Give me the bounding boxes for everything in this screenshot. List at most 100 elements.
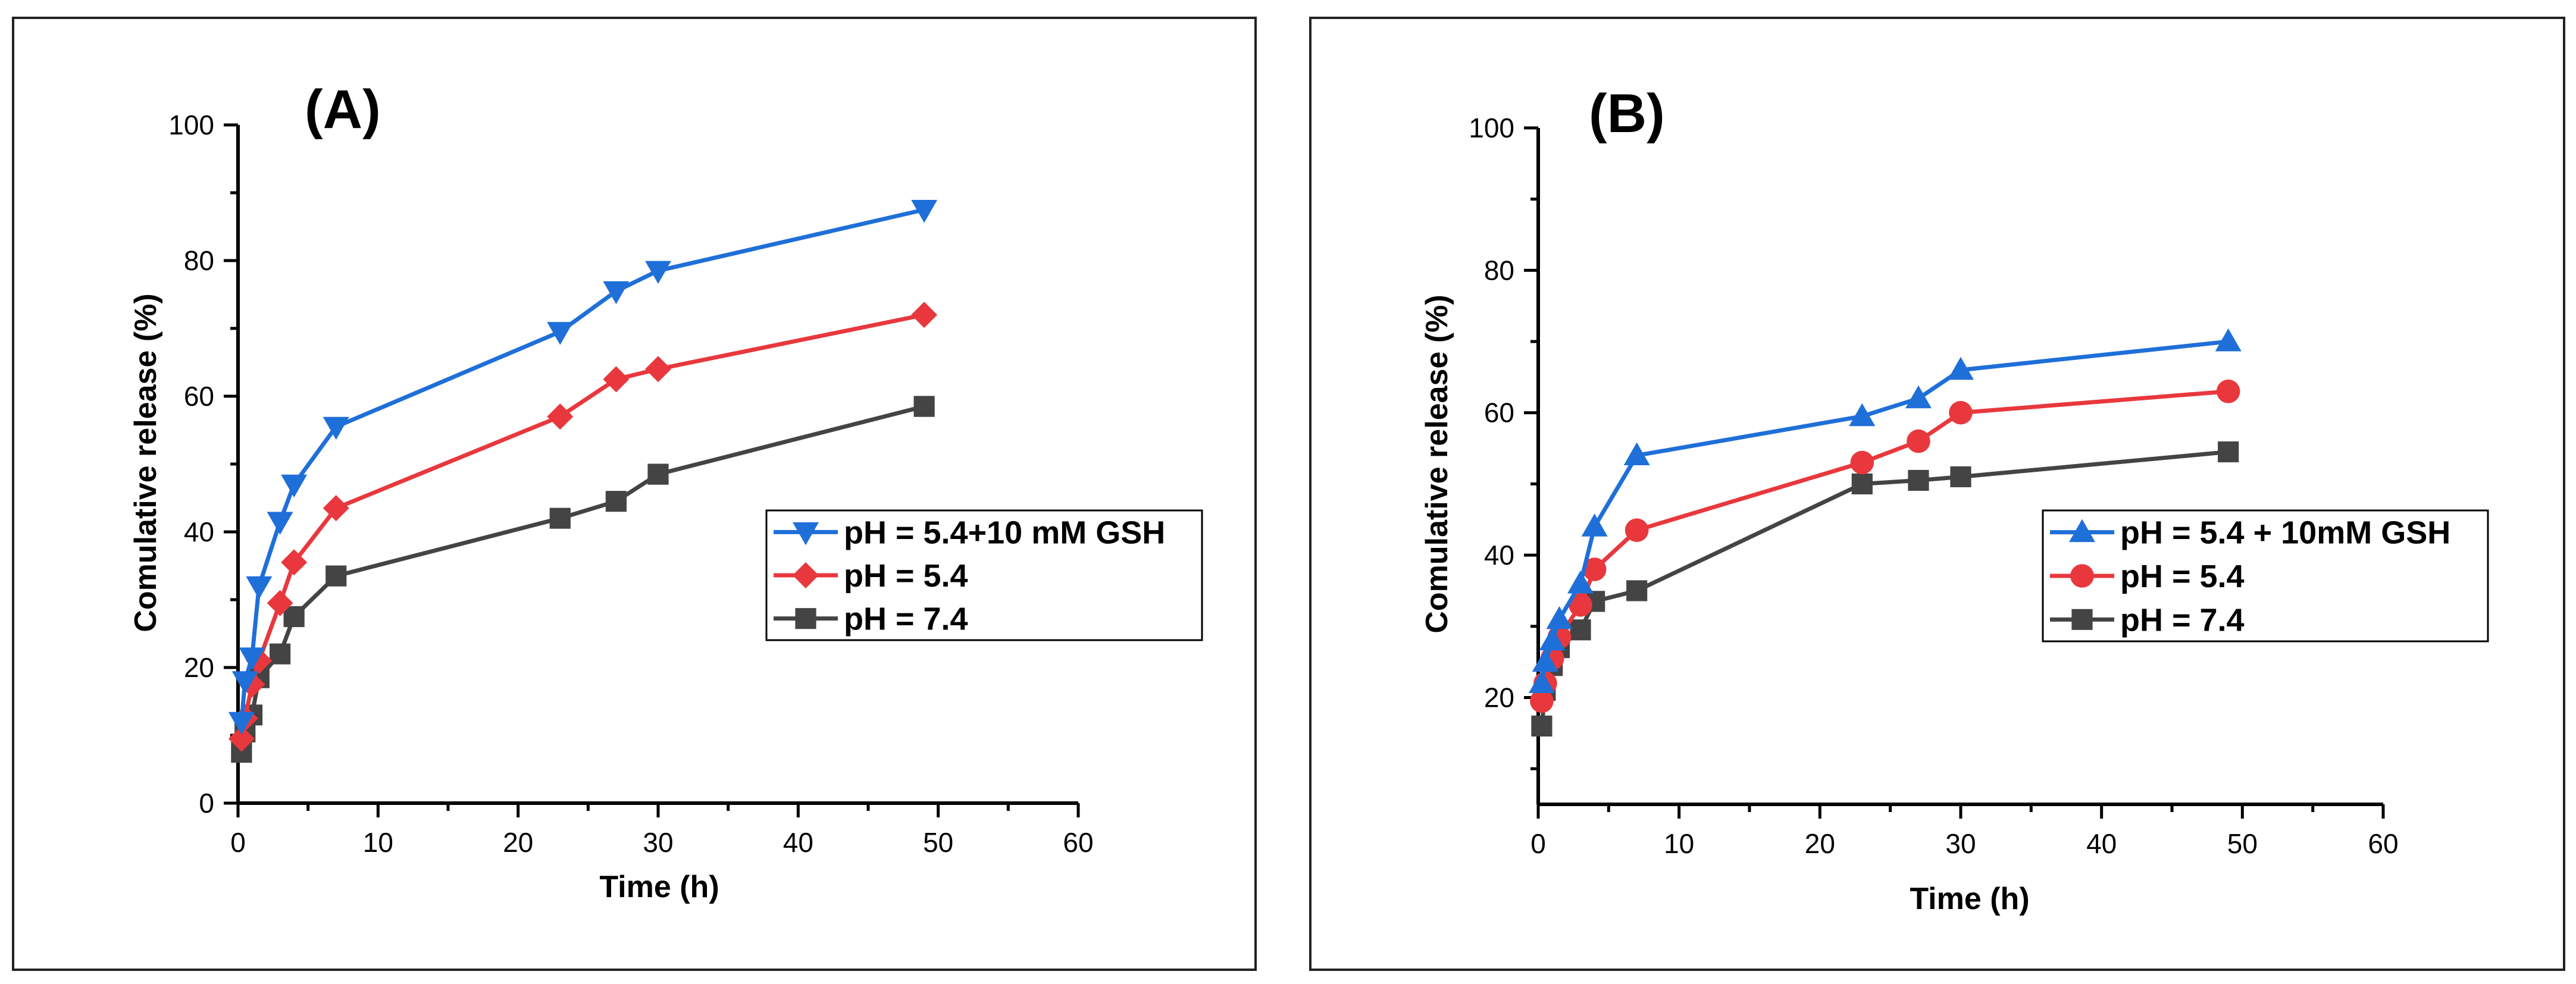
panel-a-x-tick-label: 30	[643, 827, 673, 858]
panel-a-series-1-point	[323, 495, 349, 522]
panel-b-series-1-point	[2216, 380, 2240, 403]
panel-a-series-1-point	[645, 356, 671, 383]
panel-b-x-tick-label: 10	[1664, 828, 1694, 859]
panel-a-series-2-point	[549, 507, 571, 529]
panel-b-x-tick-label: 30	[1945, 828, 1976, 859]
panel-a-title: (A)	[305, 79, 381, 140]
panel-a-x-tick-label: 40	[783, 827, 813, 858]
panel-b-series-1-point	[1582, 557, 1607, 581]
panel-b-series-0-point	[1539, 627, 1566, 651]
panel-b-axes: 0 10 20 30 40 50 60 20 40 60 80 100	[1469, 112, 2398, 859]
panel-b-series	[1528, 328, 2242, 737]
panel-b-series-0	[1528, 328, 2242, 694]
panel-b-series-0-point	[1948, 356, 1974, 380]
panel-a-series-0-point	[231, 671, 258, 694]
panel-b-frame	[1309, 17, 2565, 971]
panel-b-x-tick-label: 20	[1805, 828, 1835, 859]
panel-a-series-2-point	[605, 491, 627, 512]
panel-a-series-1-point	[228, 725, 255, 752]
panel-b-y-tick-label: 20	[1484, 682, 1514, 713]
panel-b-x-tick-label: 50	[2227, 828, 2258, 859]
panel-b-series-0-point	[1528, 670, 1555, 694]
panel-a-series-2-point	[283, 606, 305, 628]
panel-a-legend-swatch-marker	[793, 522, 819, 546]
panel-a: (A) 0 10 20 30 40 50 60 0 20 40 60 80 100 Time (h) C…	[12, 17, 1257, 971]
panel-a-series-0-point	[645, 261, 671, 284]
panel-a-series-0-point	[281, 474, 308, 498]
panel-a-series-2-point	[231, 741, 252, 763]
panel-a-series-0-point	[228, 712, 255, 735]
panel-b-legend-box	[2042, 509, 2489, 643]
panel-a-legend-label: pH = 5.4	[844, 558, 968, 594]
panel-b-x-axis-label: Time (h)	[1910, 882, 2029, 916]
panel-b-legend-label: pH = 5.4	[2120, 559, 2245, 594]
panel-b-x-tick-label: 60	[2368, 828, 2398, 859]
panel-a-legend-box	[765, 509, 1203, 641]
panel-a-y-tick-label: 60	[184, 381, 214, 412]
panel-b-legend-swatch-marker	[2070, 564, 2094, 588]
panel-a-x-tick-label: 50	[923, 827, 953, 858]
panel-a-y-tick-label: 100	[168, 109, 214, 140]
panel-b-legend: pH = 5.4 + 10mM GSH pH = 5.4 pH = 7.4	[2042, 509, 2489, 643]
panel-a-series-1-point	[547, 403, 574, 430]
panel-a-series-0-line	[239, 208, 925, 722]
panel-a-x-tick-label: 0	[230, 827, 246, 858]
panel-b-series-0-point	[1532, 648, 1558, 672]
panel-a-series-0	[228, 200, 938, 735]
panel-b-series-0-point	[2215, 328, 2242, 352]
panel-a-legend: pH = 5.4+10 mM GSH pH = 5.4 pH = 7.4	[765, 509, 1203, 641]
panel-b-series-0-point	[1905, 385, 1932, 409]
panel-b-series-1-point	[1530, 689, 1554, 713]
panel-a-axes: 0 10 20 30 40 50 60 0 20 40 60 80 100	[168, 109, 1093, 858]
panel-a-legend-label: pH = 7.4	[844, 601, 968, 637]
panel-a-legend-label: pH = 5.4+10 mM GSH	[844, 515, 1165, 550]
panel-a-series-2-point	[647, 463, 669, 485]
panel-a-series-1-point	[267, 590, 293, 616]
panel-b-series-1-point	[1850, 450, 1874, 475]
panel-a-y-axis-label: Comulative release (%)	[129, 293, 163, 632]
panel-b-series-0-point	[1849, 403, 1876, 427]
panel-a-series-0-point	[267, 512, 293, 535]
panel-b-legend-swatch-marker	[2069, 519, 2095, 543]
panel-b-series-0-point	[1567, 570, 1594, 594]
panel-a-y-tick-label: 0	[199, 788, 214, 819]
panel-a-series-0-point	[323, 416, 349, 440]
panel-a-series-0-point	[547, 322, 574, 345]
panel-a-frame	[12, 17, 1257, 971]
panel-b-series-1-point	[1569, 593, 1592, 617]
panel-b-y-tick-label: 40	[1484, 540, 1514, 571]
panel-a-x-tick-label: 20	[503, 827, 533, 858]
panel-a-y-tick-label: 80	[184, 245, 214, 276]
panel-a-series-2-point	[325, 565, 347, 587]
panel-a-x-axis-label: Time (h)	[599, 870, 719, 904]
panel-b: (B) 0 10 20 30 40 50 60 20 40 60 80 100 Time (h) Co…	[1309, 17, 2565, 971]
panel-b-series-2-point	[1908, 469, 1929, 491]
panel-b-series-1-point	[1949, 400, 1973, 425]
panel-b-legend-label: pH = 7.4	[2120, 602, 2245, 638]
panel-a-legend-swatch-marker	[793, 562, 819, 588]
panel-b-series-1-point	[1907, 429, 1930, 453]
panel-b-legend-swatch-marker	[2071, 609, 2093, 630]
panel-a-series	[228, 200, 938, 763]
panel-b-series-2-point	[1531, 715, 1553, 737]
panel-b-series-0-point	[1623, 442, 1650, 466]
panel-b-series-2-point	[1626, 580, 1648, 601]
panel-a-x-tick-label: 60	[1063, 827, 1093, 858]
panel-a-series-0-point	[239, 647, 265, 670]
panel-a-series-1-point	[603, 366, 630, 393]
panel-b-series-2-point	[2218, 441, 2239, 463]
panel-a-series-1-point	[281, 549, 308, 576]
panel-b-y-axis-label: Comulative release (%)	[1420, 294, 1454, 633]
panel-b-series-2-point	[1851, 473, 1873, 495]
panel-a-series-1-point	[911, 302, 938, 328]
panel-b-x-tick-label: 40	[2086, 828, 2117, 859]
panel-b-x-tick-label: 0	[1530, 828, 1546, 859]
panel-b-series-2-point	[1570, 619, 1591, 641]
panel-a-y-tick-label: 40	[184, 516, 214, 547]
panel-b-y-tick-label: 100	[1469, 112, 1514, 143]
panel-a-series-2-point	[913, 396, 935, 417]
panel-b-y-tick-label: 60	[1484, 397, 1514, 428]
panel-a-series-2-point	[270, 643, 291, 665]
panel-b-series-0-point	[1581, 513, 1608, 537]
